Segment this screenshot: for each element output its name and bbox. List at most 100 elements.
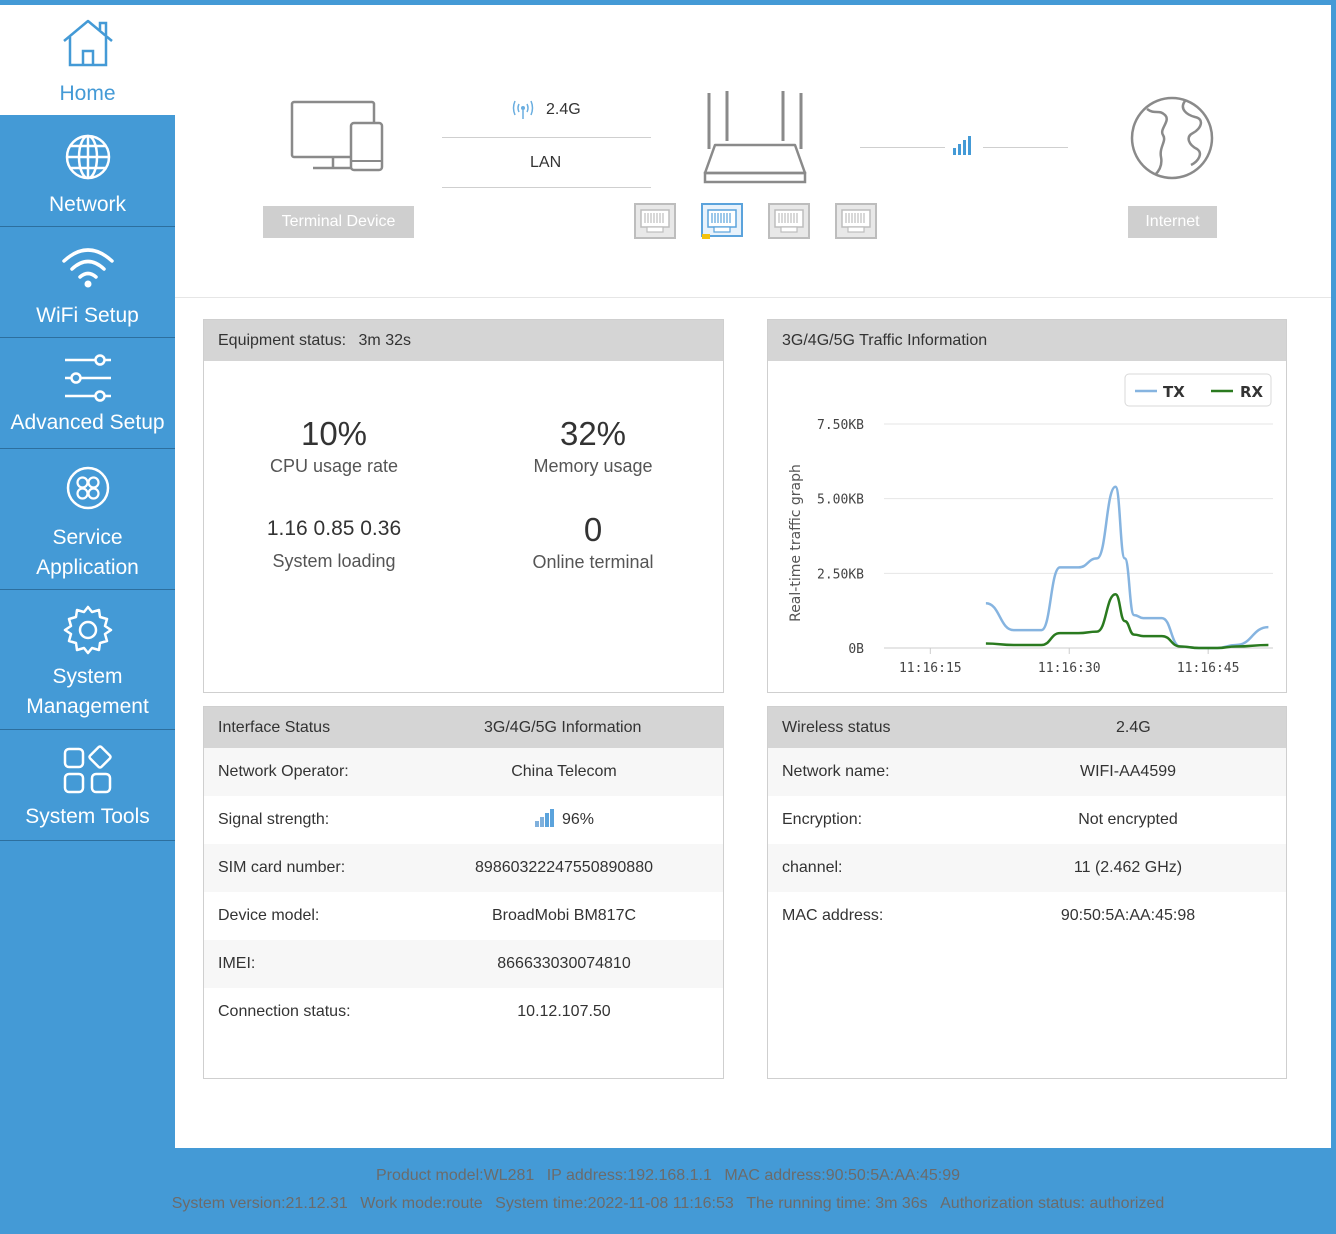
footer-work-mode: Work mode:route <box>360 1195 483 1212</box>
signal-strength-value: 96% <box>424 796 704 844</box>
system-loading-label: System loading <box>272 551 396 571</box>
lan-port-1-icon <box>634 203 676 239</box>
chart-y-tick-label: 0B <box>848 642 864 657</box>
traffic-info-header: 3G/4G/5G Traffic Information <box>768 320 1286 361</box>
table-row: channel: 11 (2.462 GHz) <box>768 844 1286 892</box>
row-value: 10.12.107.50 <box>517 1003 611 1020</box>
legend-tx-label[interactable]: TX <box>1163 383 1185 401</box>
row-value: Not encrypted <box>1078 811 1178 828</box>
internet-tag[interactable]: Internet <box>1128 206 1217 238</box>
interface-status-panel: Interface Status 3G/4G/5G Information Ne… <box>203 706 724 1079</box>
equipment-uptime: 3m 32s <box>358 332 411 349</box>
equipment-status-header: Equipment status: 3m 32s <box>204 320 723 361</box>
home-icon <box>62 19 113 67</box>
sidebar-item-advanced-setup[interactable]: Advanced Setup <box>0 338 175 449</box>
memory-usage-stat: 32% Memory usage <box>473 415 713 479</box>
footer-line-2: System version:21.12.31 Work mode:route … <box>0 1190 1336 1218</box>
chart-y-tick-label: 5.00KB <box>817 493 864 508</box>
sidebar-item-system-management[interactable]: System Management <box>0 590 175 730</box>
footer-running-time: The running time: 3m 36s <box>746 1195 928 1212</box>
interface-status-col2: 3G/4G/5G Information <box>484 719 642 736</box>
footer-system-time: System time:2022-11-08 11:16:53 <box>495 1195 734 1212</box>
sidebar: Home Network WiFi Setup Advanced <box>0 5 175 841</box>
wireless-signal-icon <box>512 100 534 119</box>
system-loading-stat: 1.16 0.85 0.36 System loading <box>214 514 454 574</box>
footer-line-1: Product model:WL281 IP address:192.168.1… <box>0 1162 1336 1190</box>
lan-connection-line <box>442 187 651 188</box>
legend-rx-label[interactable]: RX <box>1240 383 1264 401</box>
row-value: BroadMobi BM817C <box>491 907 637 924</box>
system-loading-value: 1.16 0.85 0.36 <box>266 517 402 540</box>
chart-x-tick-label: 11:16:30 <box>1038 661 1101 676</box>
cpu-usage-stat: 10% CPU usage rate <box>214 415 454 479</box>
row-value: 11 (2.462 GHz) <box>1073 859 1183 876</box>
row-key: MAC address: <box>782 907 884 924</box>
row-key: SIM card number: <box>218 859 346 876</box>
wifi-connection-line <box>442 137 651 138</box>
sidebar-item-label: System <box>52 665 123 688</box>
equipment-status-panel: Equipment status: 3m 32s 10% CPU usage r… <box>203 319 724 693</box>
sidebar-item-service-application[interactable]: Service Application <box>0 449 175 590</box>
wan-connection-line-right <box>983 147 1068 148</box>
lan-port-3-icon <box>768 203 810 239</box>
lan-port-4-icon <box>835 203 877 239</box>
wifi-band-label: 2.4G <box>546 101 581 118</box>
interface-status-title: Interface Status <box>218 719 331 736</box>
table-row: MAC address: 90:50:5A:AA:45:98 <box>768 892 1286 940</box>
row-value: China Telecom <box>511 763 617 780</box>
chart-y-axis-label: Real-time traffic graph <box>788 464 804 622</box>
cpu-usage-value: 10% <box>300 415 368 452</box>
flower-icon <box>66 466 109 510</box>
sidebar-item-label: Home <box>59 82 116 105</box>
chart-x-tick-label: 11:16:45 <box>1177 661 1240 676</box>
wan-connection-line-left <box>860 147 945 148</box>
signal-strength-text: 96% <box>561 811 595 828</box>
top-bar <box>0 0 1336 5</box>
wireless-status-header: Wireless status 2.4G <box>768 707 1286 748</box>
internet-globe-icon <box>1130 96 1214 180</box>
memory-usage-value: 32% <box>559 415 627 452</box>
equipment-status-title: Equipment status: <box>218 332 347 349</box>
footer-product-model: Product model:WL281 <box>375 1167 535 1184</box>
footer-authorization-status: Authorization status: authorized <box>940 1195 1165 1212</box>
table-row: Network name: WIFI-AA4599 <box>768 748 1286 796</box>
network-topology: Terminal Device 2.4G LAN <box>175 5 1331 298</box>
traffic-chart: TX RX Real-time traffic graph 0B 2.50KB 5.… <box>788 373 1273 676</box>
sidebar-item-label: Service <box>52 526 123 549</box>
sidebar-item-label: Management <box>26 695 149 718</box>
row-key: Signal strength: <box>218 811 330 828</box>
sidebar-item-label: Network <box>48 193 127 216</box>
row-key: Device model: <box>218 907 320 924</box>
table-row: SIM card number: 89860322247550890880 <box>204 844 723 892</box>
sliders-icon <box>64 354 111 402</box>
terminal-device-tag[interactable]: Terminal Device <box>263 206 414 238</box>
footer-system-info: Product model:WL281 IP address:192.168.1… <box>0 1162 1336 1218</box>
row-key: Network Operator: <box>218 763 349 780</box>
row-key: channel: <box>782 859 843 876</box>
sidebar-item-home[interactable]: Home <box>0 5 175 116</box>
chart-series-rx-line <box>985 592 1269 650</box>
row-key: Encryption: <box>782 811 863 828</box>
sidebar-item-label: System Tools <box>25 805 150 828</box>
sidebar-item-wifi-setup[interactable]: WiFi Setup <box>0 227 175 338</box>
footer-mac-address: MAC address:90:50:5A:AA:45:99 <box>724 1167 961 1184</box>
cpu-usage-label: CPU usage rate <box>269 456 399 476</box>
sidebar-item-system-tools[interactable]: System Tools <box>0 730 175 841</box>
wireless-status-panel: Wireless status 2.4G Network name: WIFI-… <box>767 706 1287 1079</box>
sidebar-item-network[interactable]: Network <box>0 116 175 227</box>
lan-port-2-active-icon <box>701 203 743 239</box>
wifi-icon <box>61 248 114 288</box>
row-value: 90:50:5A:AA:45:98 <box>1060 907 1196 924</box>
wireless-status-col2: 2.4G <box>1116 719 1151 736</box>
table-row: Signal strength: 96% <box>204 796 723 844</box>
traffic-info-panel: 3G/4G/5G Traffic Information TX RX Real-… <box>767 319 1287 693</box>
router-icon <box>703 91 807 184</box>
wireless-status-title: Wireless status <box>782 719 891 736</box>
table-row: IMEI: 866633030074810 <box>204 940 723 988</box>
main-content: Terminal Device 2.4G LAN <box>175 5 1331 1148</box>
footer-system-version: System version:21.12.31 <box>171 1195 348 1212</box>
interface-status-header: Interface Status 3G/4G/5G Information <box>204 707 723 748</box>
row-key: Network name: <box>782 763 890 780</box>
chart-y-tick-label: 7.50KB <box>817 418 864 433</box>
footer-ip-address: IP address:192.168.1.1 <box>546 1167 712 1184</box>
